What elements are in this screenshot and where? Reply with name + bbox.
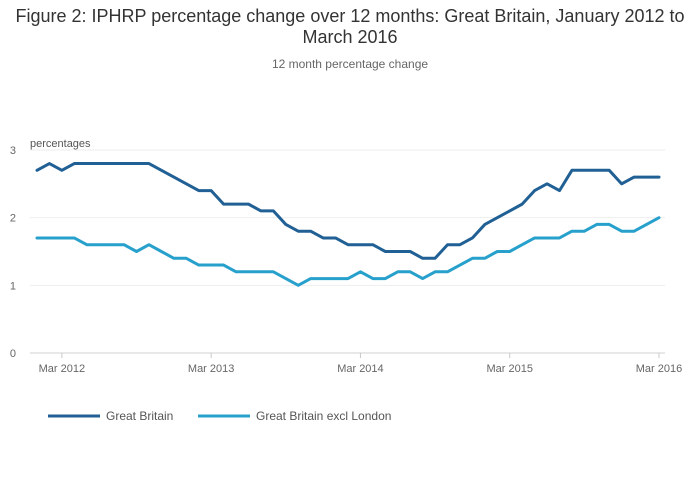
legend[interactable]: Great Britain Great Britain excl London (48, 409, 391, 423)
y-tick-label: 2 (10, 213, 16, 225)
chart-subtitle: 12 month percentage change (271, 57, 429, 71)
y-tick-label: 3 (10, 145, 16, 157)
y-tick-label: 1 (10, 280, 16, 292)
series-line-0 (35, 162, 661, 260)
x-tick-label: Mar 2014 (337, 363, 383, 375)
x-tick-label: Mar 2015 (486, 363, 532, 375)
legend-label: Great Britain excl London (256, 409, 391, 423)
y-tick-label: 0 (10, 348, 16, 360)
y-axis-label: percentages (30, 138, 91, 150)
x-tick-label: Mar 2016 (636, 363, 682, 375)
legend-item-1[interactable]: Great Britain excl London (198, 409, 391, 423)
x-tick-label: Mar 2012 (39, 363, 85, 375)
legend-label: Great Britain (106, 409, 173, 423)
gridlines (30, 149, 665, 354)
x-axis: Mar 2012 Mar 2013 Mar 2014 Mar 2015 Mar 2016 (30, 352, 682, 375)
x-tick-label: Mar 2013 (188, 363, 234, 375)
series-line-1 (35, 216, 661, 287)
legend-item-0[interactable]: Great Britain (48, 409, 173, 423)
series-lines (35, 162, 661, 287)
y-axis-ticks: 0 1 2 3 (10, 145, 16, 360)
chart-title: Figure 2: IPHRP percentage change over 1… (15, 6, 685, 47)
